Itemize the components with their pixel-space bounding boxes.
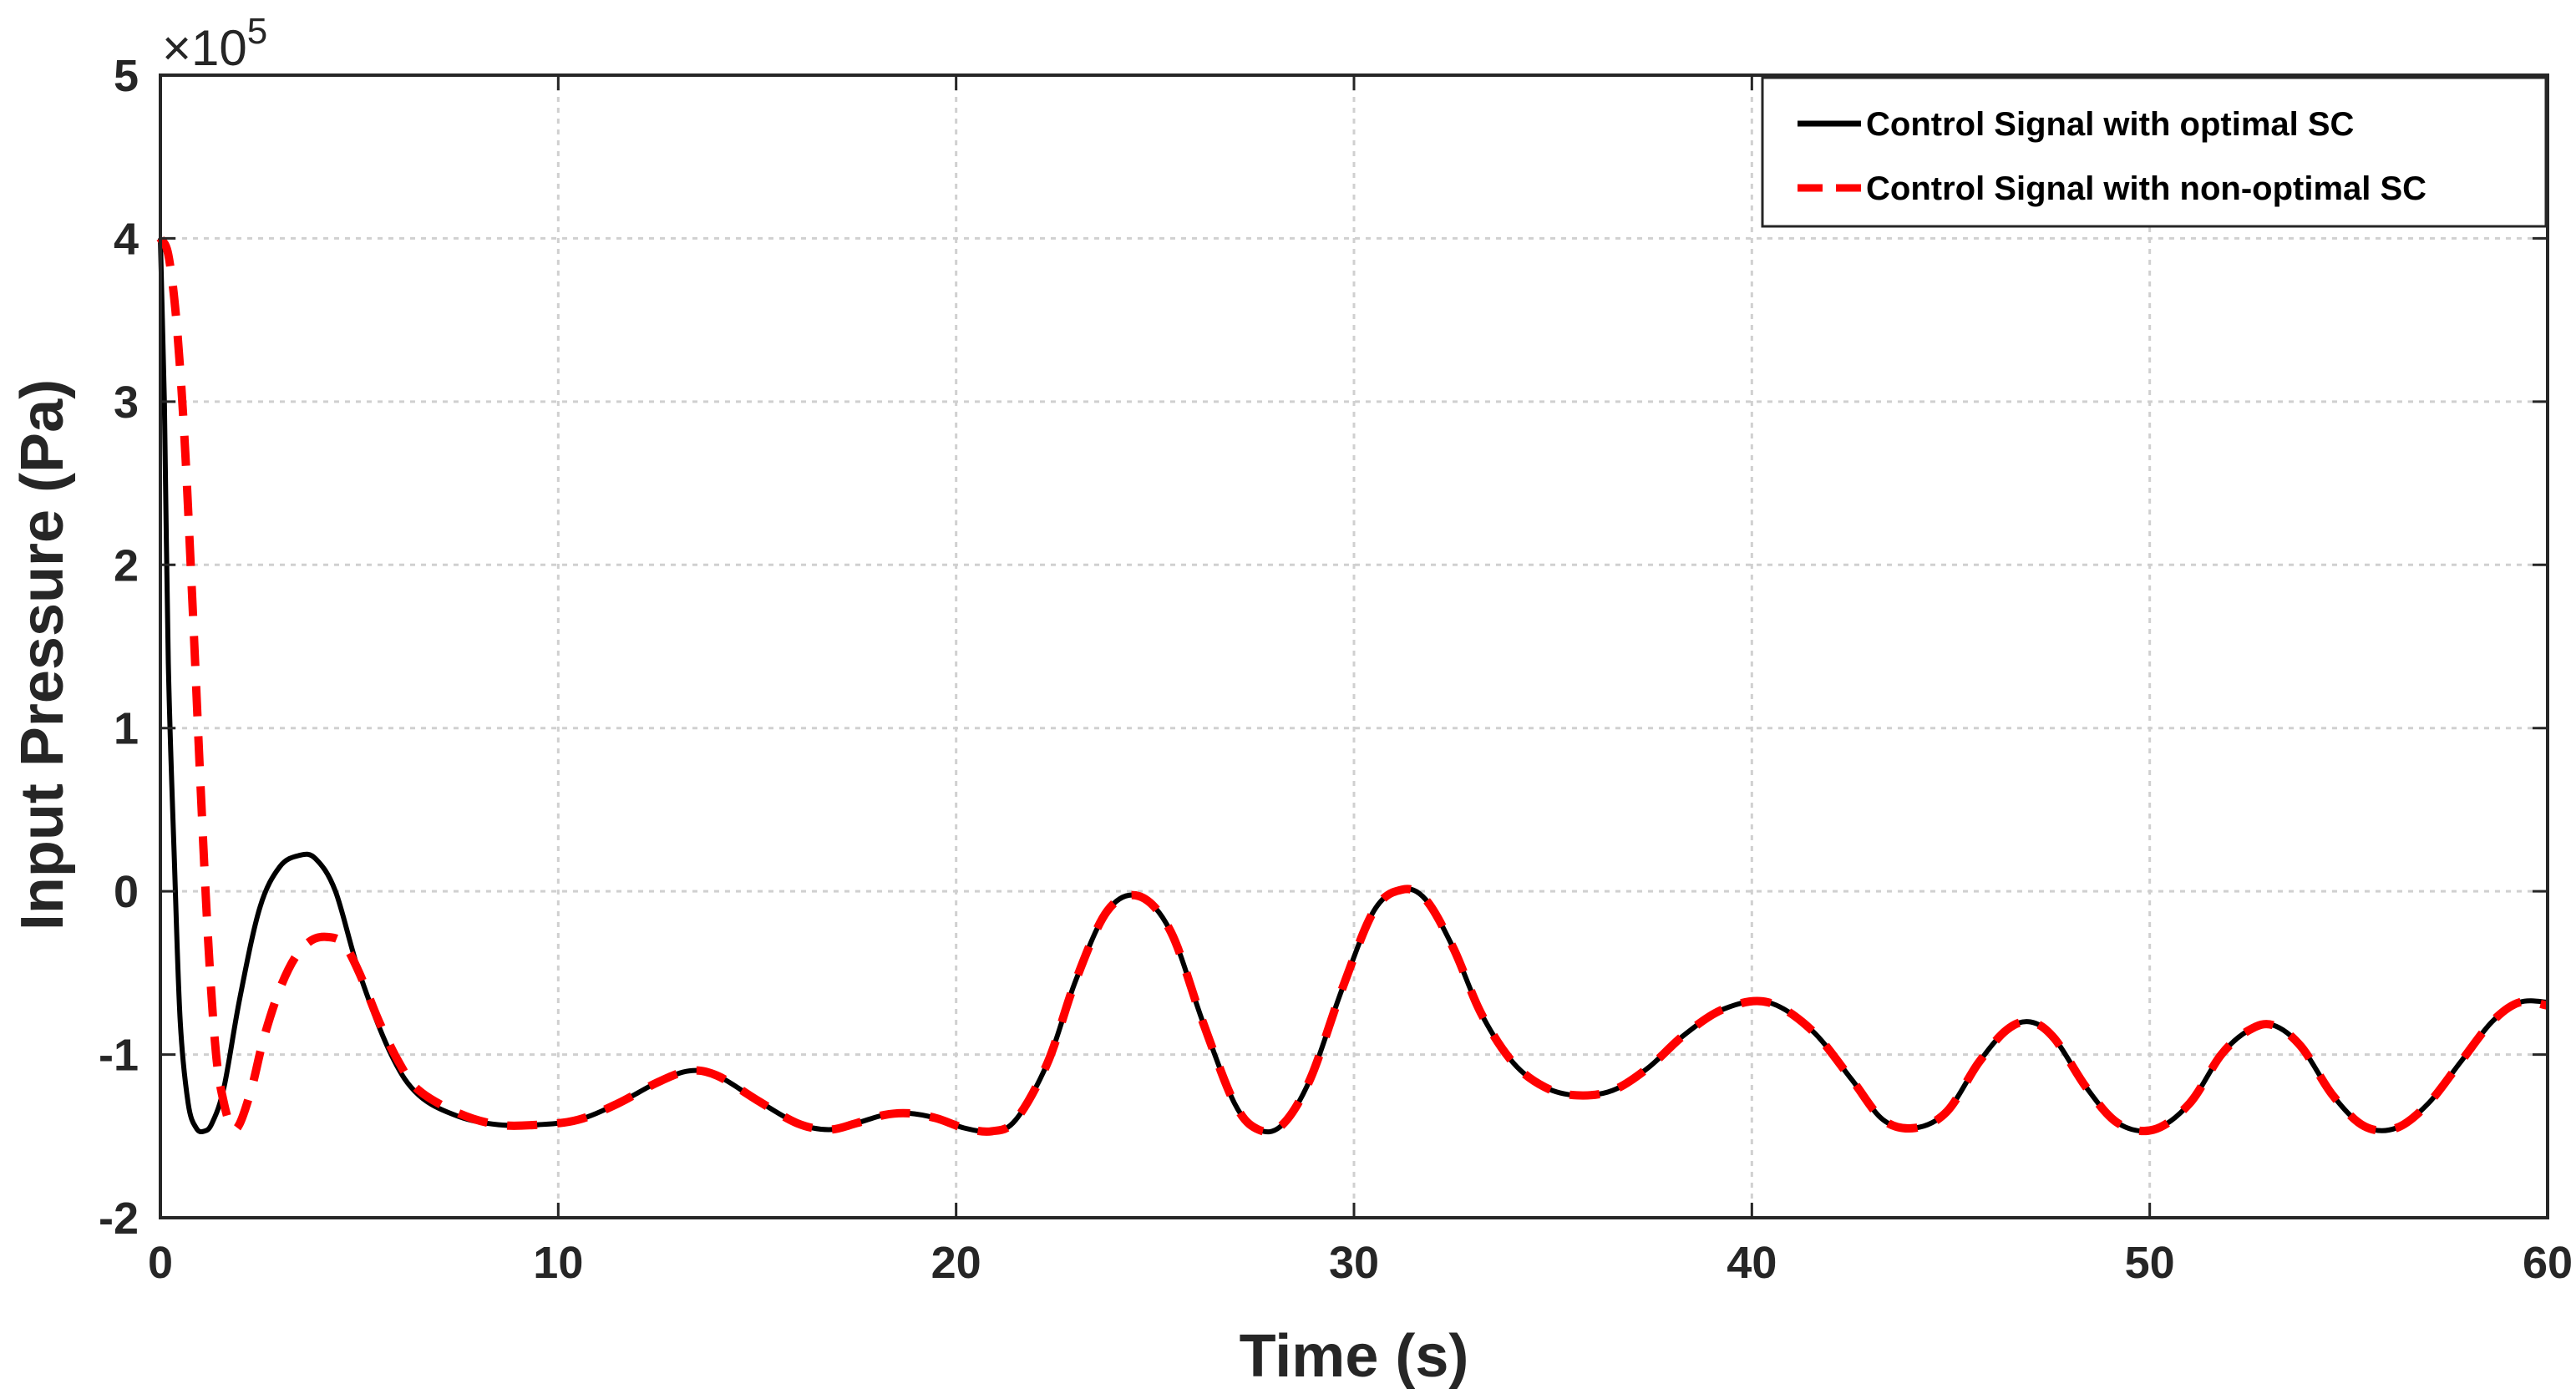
- y-tick-label: -2: [99, 1194, 139, 1244]
- axis-ticks: [159, 73, 2549, 1219]
- x-tick-label: 40: [1727, 1238, 1777, 1288]
- y-tick-label: 4: [114, 214, 139, 264]
- legend-label-non-optimal: Control Signal with non-optimal SC: [1866, 170, 2426, 207]
- legend-label-optimal: Control Signal with optimal SC: [1866, 106, 2354, 143]
- x-tick-labels: 0 10 20 30 40 50 60: [148, 1238, 2573, 1288]
- x-tick-label: 60: [2523, 1238, 2573, 1288]
- x-tick-label: 30: [1329, 1238, 1379, 1288]
- series-line-non-optimal: [156, 236, 2548, 1137]
- y-exponent-label: ×105: [162, 11, 267, 76]
- y-tick-label: 1: [114, 704, 139, 754]
- y-tick-labels: -2 -1 0 1 2 3 4 5: [99, 51, 139, 1244]
- grid: [160, 75, 2548, 1218]
- x-tick-label: 50: [2125, 1238, 2175, 1288]
- series-lines: [156, 236, 2548, 1137]
- y-tick-label: 3: [114, 378, 139, 428]
- y-tick-label: 5: [114, 51, 139, 101]
- x-axis-label: Time (s): [1240, 1323, 1469, 1390]
- x-tick-label: 10: [533, 1238, 583, 1288]
- x-tick-label: 20: [931, 1238, 981, 1288]
- y-tick-label: 0: [114, 867, 139, 917]
- y-tick-label: -1: [99, 1031, 139, 1081]
- legend: Control Signal with optimal SC Control S…: [1761, 76, 2548, 228]
- legend-box: [1761, 76, 2548, 228]
- y-axis-label: Input Pressure (Pa): [9, 379, 76, 930]
- x-tick-label: 0: [148, 1238, 173, 1288]
- y-tick-label: 2: [114, 540, 139, 591]
